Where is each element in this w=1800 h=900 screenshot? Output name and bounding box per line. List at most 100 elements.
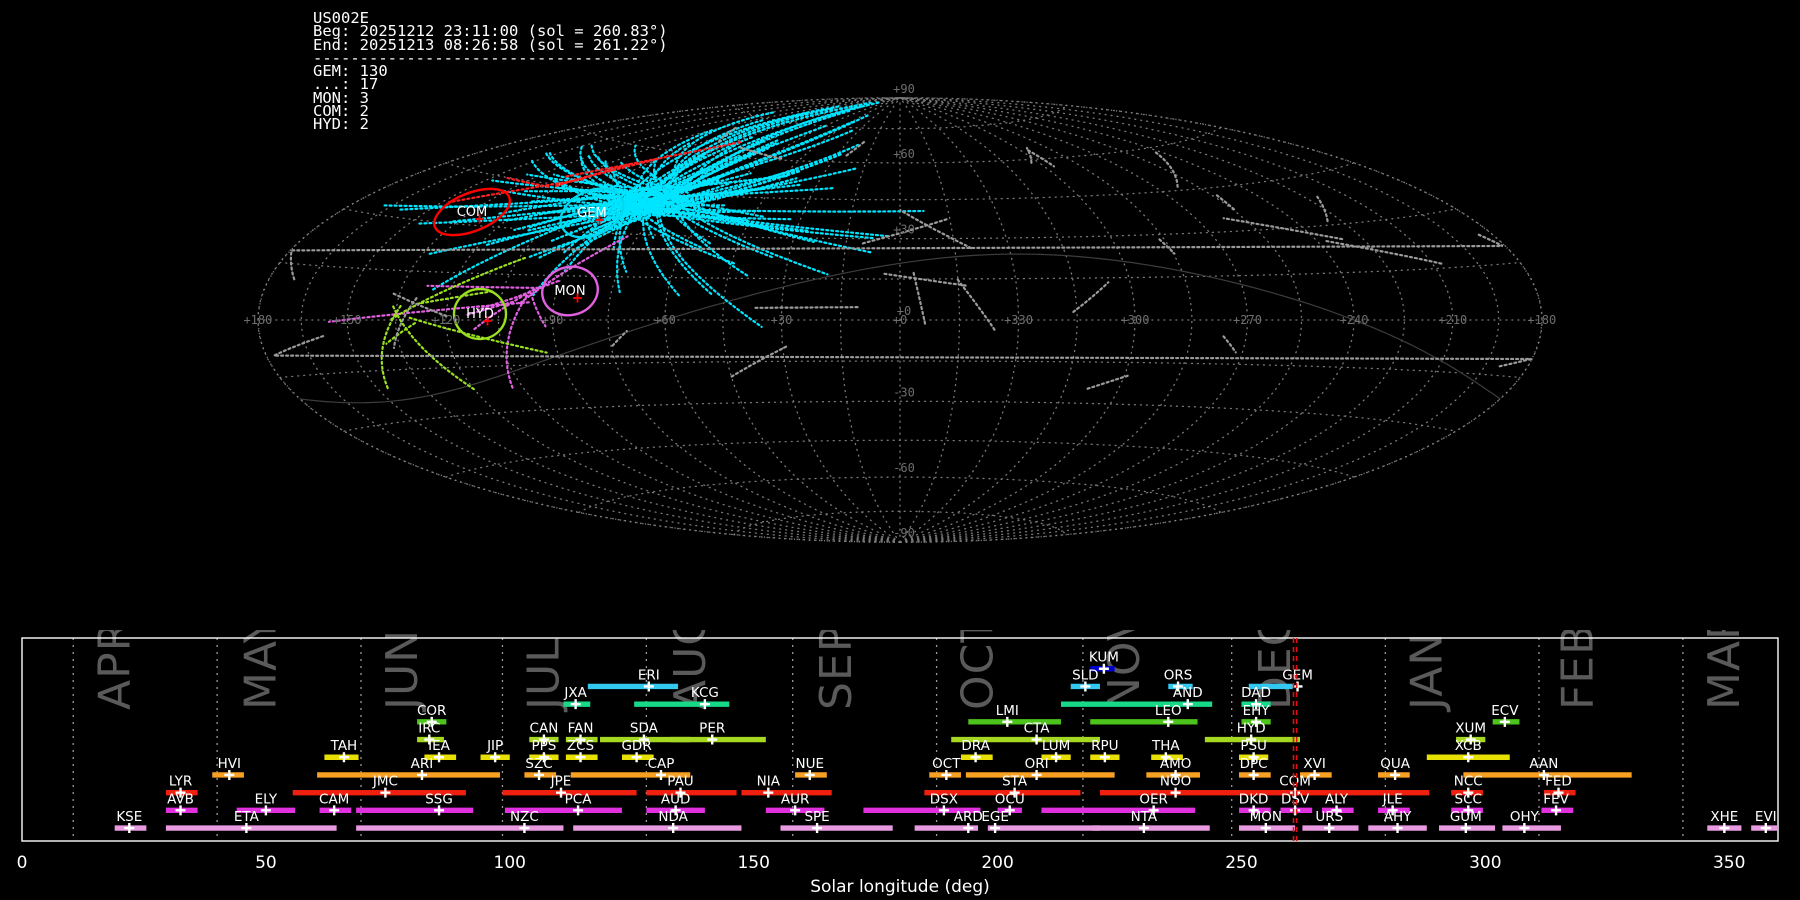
shower-bar-nda[interactable]: NDA <box>573 809 742 834</box>
shower-bar-oct[interactable]: OCT <box>929 756 961 780</box>
shower-code-label: CAM <box>319 791 349 807</box>
shower-bar-lmi[interactable]: LMI <box>968 703 1061 727</box>
shower-bar-tha[interactable]: THA <box>1151 738 1183 763</box>
shower-bar-xhe[interactable]: XHE <box>1707 809 1742 834</box>
shower-bar-nia[interactable]: NIA <box>741 774 832 798</box>
shower-bar-nue[interactable]: NUE <box>795 756 827 780</box>
shower-bar-ssg[interactable]: SSG <box>356 791 474 816</box>
shower-code-label: IRC <box>418 721 440 737</box>
shower-bar-urs[interactable]: URS <box>1302 809 1359 834</box>
shower-bar-noo[interactable]: NOO <box>1099 774 1252 798</box>
shower-bar-zcs[interactable]: ZCS <box>565 738 598 763</box>
shower-bar-aan[interactable]: AAN <box>1463 756 1632 780</box>
shower-bar-nta[interactable]: NTA <box>1092 809 1210 834</box>
shower-bar-nzc[interactable]: NZC <box>356 809 564 834</box>
shower-bar-kcg[interactable]: KCG <box>634 685 730 710</box>
shower-bar-gum[interactable]: GUM <box>1438 809 1496 834</box>
info-line-8: HYD: 2 <box>313 115 369 134</box>
shower-bar-irc[interactable]: IRC <box>417 721 444 745</box>
lat-label: -30 <box>893 385 915 399</box>
shower-bar-jpe[interactable]: JPE <box>502 774 637 798</box>
shower-bar-jxa[interactable]: JXA <box>563 685 591 710</box>
shower-bar-cap[interactable]: CAP <box>570 756 691 780</box>
shower-bar-kum[interactable]: KUM <box>1089 650 1119 674</box>
shower-bar-aly[interactable]: ALY <box>1321 791 1354 816</box>
shower-bar-pca[interactable]: PCA <box>504 791 622 816</box>
shower-bar-ari[interactable]: ARI <box>317 756 501 780</box>
shower-bar-hvi[interactable]: HVI <box>212 756 244 780</box>
shower-bar-qua[interactable]: QUA <box>1378 756 1411 780</box>
shower-bar-cor[interactable]: COR <box>417 703 446 727</box>
shower-bar-tah[interactable]: TAH <box>324 738 359 763</box>
shower-bar-ohy[interactable]: OHY <box>1502 809 1561 834</box>
shower-code-label: GUM <box>1450 809 1482 825</box>
shower-bar-lyr[interactable]: LYR <box>165 774 198 798</box>
shower-bar-ege[interactable]: EGE <box>981 809 1100 834</box>
shower-bar-avb[interactable]: AVB <box>165 791 198 816</box>
shower-bar-spe[interactable]: SPE <box>780 809 893 834</box>
shower-bar-kse[interactable]: KSE <box>114 809 147 834</box>
shower-bar-szc[interactable]: SZC <box>524 756 557 780</box>
shower-bar-fan[interactable]: FAN <box>565 721 598 745</box>
shower-bar-eri[interactable]: ERI <box>587 667 679 692</box>
shower-code-label: CAP <box>648 756 675 772</box>
shower-bar-iea[interactable]: IEA <box>424 738 457 763</box>
shower-bar-ard[interactable]: ARD <box>914 809 983 834</box>
shower-bar-lum[interactable]: LUM <box>1041 738 1071 763</box>
shower-code-label: COM <box>1279 774 1311 790</box>
shower-bar-eta[interactable]: ETA <box>165 809 337 834</box>
shower-bar-dra[interactable]: DRA <box>960 738 993 763</box>
shower-bar-pau[interactable]: PAU <box>646 774 737 798</box>
shower-bar-xvi[interactable]: XVI <box>1299 756 1332 780</box>
shower-bar-xcb[interactable]: XCB <box>1426 738 1510 763</box>
session-info-panel: US002E Beg: 20251212 23:11:00 (sol = 260.… <box>313 10 668 134</box>
shower-bar-dkd[interactable]: DKD <box>1239 791 1271 816</box>
shower-bar-cta[interactable]: CTA <box>951 721 1100 745</box>
shower-bar-gdr[interactable]: GDR <box>621 738 654 763</box>
shower-bar-cam[interactable]: CAM <box>319 791 352 816</box>
shower-bar-ecv[interactable]: ECV <box>1491 703 1520 727</box>
shower-bar-fev[interactable]: FEV <box>1541 791 1574 816</box>
shower-bar-and[interactable]: AND <box>1060 685 1213 710</box>
shower-bar-per[interactable]: PER <box>670 721 766 745</box>
shower-bar-psu[interactable]: PSU <box>1239 738 1269 763</box>
shower-bar-leo[interactable]: LEO <box>1090 703 1198 727</box>
shower-bar-jmc[interactable]: JMC <box>292 774 466 798</box>
shower-bar-rpu[interactable]: RPU <box>1090 738 1120 763</box>
shower-bar-dpc[interactable]: DPC <box>1239 756 1271 780</box>
shower-bar-aur[interactable]: AUR <box>765 791 825 816</box>
shower-bar-aud[interactable]: AUD <box>646 791 705 816</box>
month-label-jul: JUL <box>519 637 570 713</box>
shower-bar-pps[interactable]: PPS <box>529 738 559 763</box>
shower-bar-amo[interactable]: AMO <box>1146 756 1200 780</box>
shower-bar-hyd[interactable]: HYD <box>1204 721 1300 745</box>
shower-bar-jle[interactable]: JLE <box>1378 791 1410 816</box>
shower-bar-xum[interactable]: XUM <box>1455 721 1486 745</box>
shower-bar-ors[interactable]: ORS <box>1164 667 1193 692</box>
shower-bar-sta[interactable]: STA <box>924 774 1081 798</box>
shower-bar-oer[interactable]: OER <box>1041 791 1196 816</box>
shower-bar-scc[interactable]: SCC <box>1451 791 1483 816</box>
shower-bar-ehy[interactable]: EHY <box>1241 703 1271 727</box>
shower-bar-fed[interactable]: FED <box>1543 774 1576 798</box>
shower-bar-com[interactable]: COM <box>1239 774 1430 798</box>
shower-code-label: SLD <box>1072 667 1099 683</box>
shower-bar-can[interactable]: CAN <box>529 721 559 745</box>
shower-bar-ely[interactable]: ELY <box>236 791 296 816</box>
shower-bar-mon[interactable]: MON <box>1239 809 1296 834</box>
shower-bar-sld[interactable]: SLD <box>1070 667 1100 692</box>
shower-bar-dad[interactable]: DAD <box>1241 685 1271 710</box>
radiant-gem: GEM <box>559 187 625 239</box>
shower-bar-ahy[interactable]: AHY <box>1368 809 1427 834</box>
shower-code-label: XHE <box>1710 809 1738 825</box>
shower-bar-ori[interactable]: ORI <box>965 756 1115 780</box>
shower-code-label: NCC <box>1454 774 1483 790</box>
month-gridlines-layer <box>72 638 1684 841</box>
shower-code-label: JPE <box>550 774 572 790</box>
shower-bar-ncc[interactable]: NCC <box>1451 774 1483 798</box>
shower-bar-dsx[interactable]: DSX <box>863 791 981 816</box>
shower-bar-evi[interactable]: EVI <box>1751 809 1778 834</box>
shower-bar-jip[interactable]: JIP <box>480 738 510 763</box>
shower-code-label: AVB <box>167 791 194 807</box>
shower-bar-ocu[interactable]: OCU <box>995 791 1025 816</box>
